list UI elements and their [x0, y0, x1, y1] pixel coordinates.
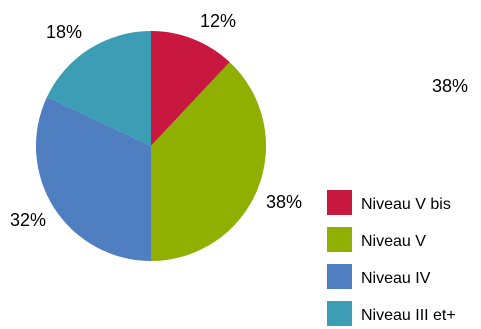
legend-swatch [327, 264, 352, 289]
legend-label: Niveau V bis [361, 196, 451, 213]
pie-slices [35, 31, 266, 261]
legend-label: Niveau III et+ [361, 307, 456, 324]
pie-slice-niveau-v-bis [151, 31, 230, 146]
percent-label: 38% [266, 192, 302, 212]
pie-slice-niveau-iv [35, 97, 152, 261]
legend: Niveau V bis Niveau V Niveau IV Niveau III … [327, 190, 456, 326]
percent-label: 12% [200, 11, 236, 31]
percent-label: 18% [46, 22, 82, 42]
legend-swatch [327, 301, 352, 326]
pie-slice-niveau-iii-et [46, 31, 151, 146]
legend-swatch [327, 190, 352, 215]
percent-labels: 12% 38% 32% 18% [10, 11, 302, 230]
percent-label: 32% [10, 210, 46, 230]
legend-label: Niveau V [361, 233, 426, 250]
stray-percent-label: 38% [432, 76, 468, 96]
pie-slice-niveau-v [151, 62, 266, 261]
legend-swatch [327, 227, 352, 252]
legend-label: Niveau IV [361, 270, 431, 287]
